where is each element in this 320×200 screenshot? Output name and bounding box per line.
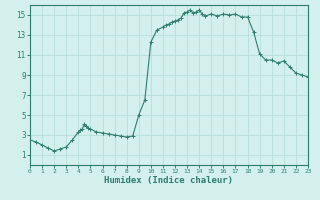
X-axis label: Humidex (Indice chaleur): Humidex (Indice chaleur): [105, 176, 234, 185]
